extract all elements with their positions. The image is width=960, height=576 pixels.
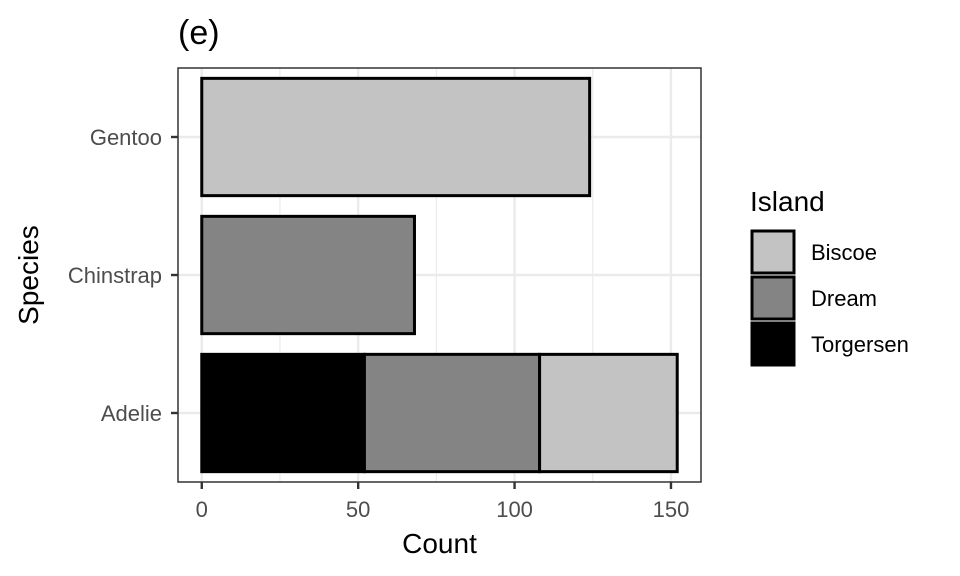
legend-key-torgersen [750,321,796,367]
y-axis: Adelie Chinstrap Gentoo [68,125,178,426]
chart-title: (e) [178,14,220,52]
x-tick-label: 100 [496,497,533,522]
bars [200,76,679,474]
legend-key-dream [750,275,796,321]
legend-label: Dream [811,286,877,311]
x-tick-label: 50 [346,497,370,522]
bar-adelie-torgersen [200,352,366,474]
bar-adelie-biscoe [538,352,679,474]
y-axis-title: Species [13,225,44,325]
y-tick-label: Gentoo [90,125,162,150]
legend-label: Torgersen [811,332,909,357]
x-axis: 0 50 100 150 [196,482,690,522]
x-tick-label: 150 [653,497,690,522]
y-tick-label: Chinstrap [68,263,162,288]
legend-key-biscoe [750,229,796,275]
legend: Island Biscoe Dream Torgersen [750,186,909,367]
x-tick-label: 0 [196,497,208,522]
y-tick-label: Adelie [101,401,162,426]
bar-adelie-dream [362,352,542,474]
bar-gentoo-biscoe [200,76,592,198]
x-axis-title: Count [402,528,477,559]
legend-label: Biscoe [811,240,877,265]
legend-title: Island [750,186,825,217]
bar-chinstrap-dream [200,214,416,336]
